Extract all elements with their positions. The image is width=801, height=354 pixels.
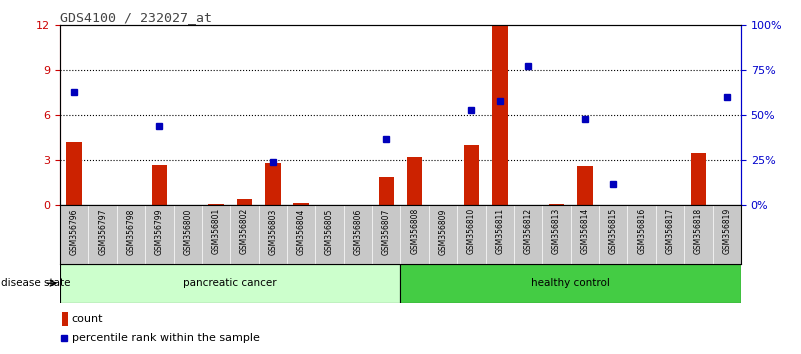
Text: GSM356817: GSM356817 bbox=[666, 208, 674, 255]
Text: GSM356801: GSM356801 bbox=[211, 208, 220, 255]
Text: count: count bbox=[71, 314, 103, 324]
Bar bbox=[151, 165, 167, 205]
Text: GSM356798: GSM356798 bbox=[127, 208, 135, 255]
Text: pancreatic cancer: pancreatic cancer bbox=[183, 278, 277, 288]
Text: GSM356811: GSM356811 bbox=[495, 208, 505, 255]
Text: GSM356806: GSM356806 bbox=[353, 208, 362, 255]
Text: GSM356812: GSM356812 bbox=[524, 208, 533, 255]
Text: GSM356797: GSM356797 bbox=[99, 208, 107, 255]
Text: healthy control: healthy control bbox=[531, 278, 610, 288]
Bar bbox=[407, 157, 422, 205]
Text: percentile rank within the sample: percentile rank within the sample bbox=[71, 333, 260, 343]
Text: GSM356796: GSM356796 bbox=[70, 208, 78, 255]
Text: GSM356807: GSM356807 bbox=[382, 208, 391, 255]
Bar bbox=[236, 199, 252, 205]
Bar bbox=[62, 312, 68, 326]
Text: GSM356799: GSM356799 bbox=[155, 208, 164, 255]
Bar bbox=[265, 163, 280, 205]
Text: GSM356815: GSM356815 bbox=[609, 208, 618, 255]
Text: GDS4100 / 232027_at: GDS4100 / 232027_at bbox=[60, 11, 212, 24]
Text: GSM356800: GSM356800 bbox=[183, 208, 192, 255]
Bar bbox=[379, 177, 394, 205]
Text: GSM356808: GSM356808 bbox=[410, 208, 419, 255]
Text: GSM356803: GSM356803 bbox=[268, 208, 277, 255]
Text: disease state: disease state bbox=[1, 278, 70, 288]
Bar bbox=[66, 142, 82, 205]
Bar bbox=[577, 166, 593, 205]
Text: GSM356810: GSM356810 bbox=[467, 208, 476, 255]
Text: GSM356802: GSM356802 bbox=[240, 208, 249, 255]
Bar bbox=[293, 203, 309, 205]
Text: GSM356813: GSM356813 bbox=[552, 208, 561, 255]
Bar bbox=[549, 204, 565, 205]
Bar bbox=[208, 204, 224, 205]
Text: GSM356804: GSM356804 bbox=[296, 208, 306, 255]
Bar bbox=[690, 153, 706, 205]
Text: GSM356809: GSM356809 bbox=[439, 208, 448, 255]
Text: GSM356819: GSM356819 bbox=[723, 208, 731, 255]
Text: GSM356818: GSM356818 bbox=[694, 208, 702, 255]
Text: GSM356805: GSM356805 bbox=[325, 208, 334, 255]
Bar bbox=[464, 145, 479, 205]
Text: GSM356814: GSM356814 bbox=[581, 208, 590, 255]
FancyBboxPatch shape bbox=[60, 264, 400, 303]
FancyBboxPatch shape bbox=[400, 264, 741, 303]
Bar bbox=[492, 25, 508, 205]
Text: GSM356816: GSM356816 bbox=[637, 208, 646, 255]
